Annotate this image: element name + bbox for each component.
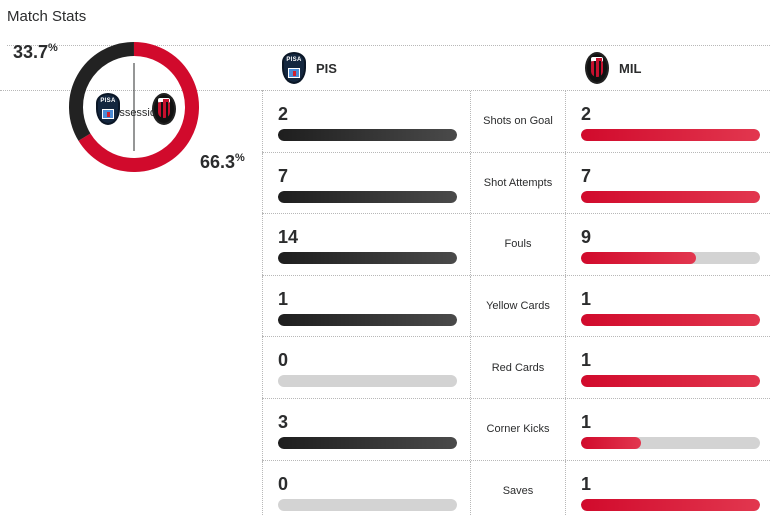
pisa-logo-icon: PISA [96, 93, 120, 125]
away-stat-cell: 7 [566, 153, 770, 214]
stat-row: 0 Red Cards 1 [262, 336, 770, 398]
away-stat-value: 1 [581, 288, 592, 309]
home-stat-bar [278, 129, 457, 141]
stat-label: Fouls [504, 238, 532, 251]
away-team-abbr: MIL [619, 60, 642, 76]
stat-label-cell: Shot Attempts [470, 152, 566, 214]
stat-label: Shots on Goal [483, 115, 553, 128]
away-stat-bar-fill [581, 375, 760, 388]
away-stat-cell: 1 [566, 276, 770, 337]
home-stat-cell: 0 [262, 460, 470, 516]
home-stat-bar-fill [278, 129, 457, 141]
away-stat-bar-fill [581, 436, 641, 449]
home-stat-bar-fill [278, 436, 457, 449]
stat-row: 14 Fouls 9 [262, 213, 770, 275]
home-stat-value: 0 [278, 473, 289, 494]
away-stat-cell: 9 [566, 214, 770, 275]
away-stat-bar [581, 436, 760, 449]
home-stat-bar-fill [278, 252, 457, 265]
away-stat-value: 1 [581, 350, 592, 371]
away-stat-bar [581, 129, 760, 141]
away-stat-cell: 2 [566, 91, 770, 152]
home-stat-bar [278, 190, 457, 203]
stat-label: Red Cards [491, 361, 545, 374]
away-stat-bar [581, 375, 760, 388]
stat-row: 1 Yellow Cards 1 [262, 274, 770, 337]
milan-logo-icon [152, 93, 176, 125]
home-stat-cell: 0 [262, 337, 470, 398]
milan-logo-icon [585, 52, 609, 84]
home-stat-bar [278, 313, 457, 326]
home-stat-bar-fill [278, 190, 457, 203]
away-stat-cell: 1 [566, 399, 770, 460]
home-stat-value: 3 [278, 411, 289, 432]
stat-label: Corner Kicks [486, 423, 550, 436]
away-stat-bar [581, 252, 760, 265]
stat-label-cell: Saves [470, 460, 566, 516]
away-stat-bar-fill [581, 313, 760, 326]
away-stat-value: 2 [581, 104, 592, 124]
page-title: Match Stats [7, 8, 87, 25]
possession-donut-chart [69, 42, 199, 172]
home-team-abbr: PIS [316, 60, 337, 76]
away-stat-bar [581, 190, 760, 203]
away-stat-value: 1 [581, 411, 592, 432]
home-team-header[interactable]: PISA PIS [282, 50, 337, 86]
home-stat-value: 14 [278, 227, 299, 248]
home-stat-value: 0 [278, 350, 289, 371]
home-stat-bar [278, 252, 457, 265]
away-stat-cell: 1 [566, 337, 770, 398]
stat-label-cell: Fouls [470, 214, 566, 275]
stat-row: 2 Shots on Goal 2 [262, 90, 770, 152]
away-stat-value: 9 [581, 227, 592, 248]
stat-row: 3 Corner Kicks 1 [262, 397, 770, 460]
home-stat-cell: 1 [262, 275, 470, 337]
home-stat-bar [278, 375, 457, 388]
away-possession-arc [78, 42, 199, 172]
home-stat-value: 2 [278, 104, 289, 124]
home-stat-bar-fill [278, 313, 457, 326]
stat-label: Yellow Cards [486, 300, 550, 313]
home-stat-cell: 7 [262, 152, 470, 214]
home-possession-value: 33.7% [13, 42, 58, 62]
stat-label: Saves [502, 484, 534, 497]
home-stat-value: 1 [278, 288, 289, 309]
stat-label-cell: Yellow Cards [470, 275, 566, 337]
away-stat-bar-fill [581, 190, 760, 203]
stat-row: 7 Shot Attempts 7 [262, 151, 770, 214]
home-possession-arc [69, 42, 135, 141]
away-stat-bar [581, 498, 760, 511]
home-stat-value: 7 [278, 165, 289, 186]
pisa-logo-icon: PISA [282, 52, 306, 84]
stat-label-cell: Red Cards [470, 337, 566, 398]
away-stat-bar-fill [581, 252, 697, 265]
title-divider [7, 45, 770, 46]
away-stat-bar-fill [581, 129, 760, 141]
home-stat-bar [278, 436, 457, 449]
stat-label-cell: Shots on Goal [470, 91, 566, 152]
stat-label-cell: Corner Kicks [470, 398, 566, 460]
away-team-header[interactable]: MIL [585, 50, 641, 86]
stat-label: Shot Attempts [483, 176, 553, 189]
home-stat-bar [278, 498, 457, 511]
away-stat-bar [581, 313, 760, 326]
home-stat-cell: 14 [262, 214, 470, 275]
stats-table: 2 Shots on Goal 2 7 Shot Attempts 7 14 Fouls 9 1 Y… [262, 90, 770, 516]
home-stat-cell: 3 [262, 398, 470, 460]
away-stat-bar-fill [581, 498, 760, 511]
stat-row: 0 Saves 1 [262, 459, 770, 516]
away-possession-value: 66.3% [200, 152, 245, 172]
away-stat-value: 7 [581, 165, 592, 186]
away-stat-cell: 1 [566, 461, 770, 516]
away-stat-value: 1 [581, 473, 592, 494]
home-stat-cell: 2 [262, 91, 470, 152]
